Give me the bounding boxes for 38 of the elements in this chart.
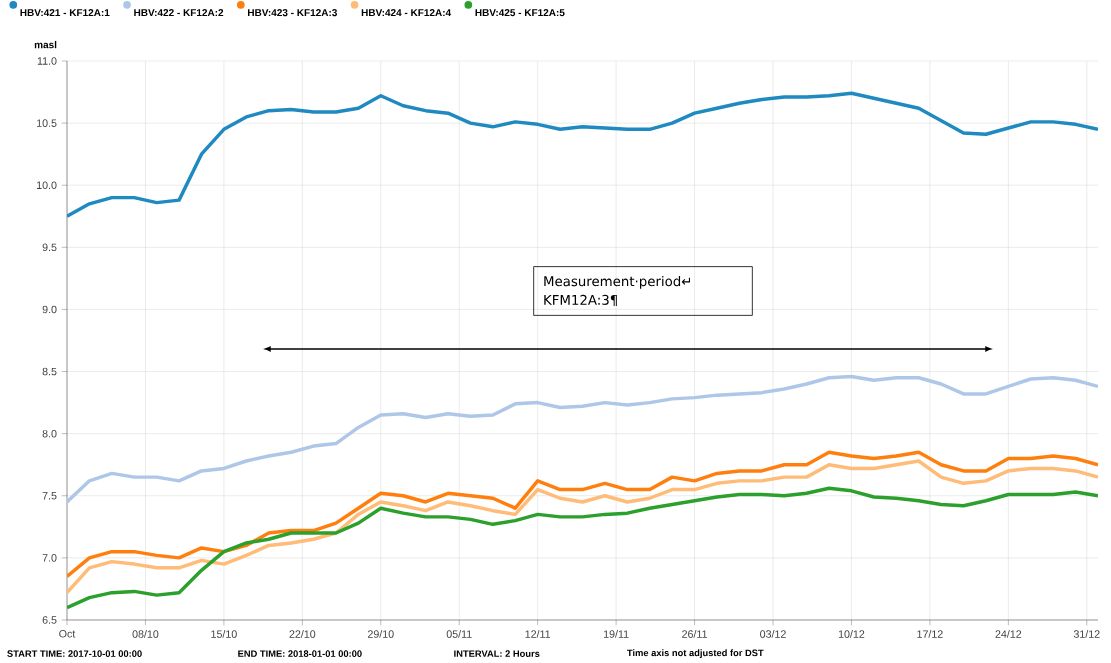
y-tick-label: 11.0: [37, 57, 57, 65]
annotation: Measurement·period↵ KFM12A:3¶: [544, 275, 691, 307]
x-tick-label: 29/10: [367, 630, 394, 638]
text: END TIME: 2018-01-01 00:00: [238, 650, 362, 657]
text: Time axis not adjusted for DST: [627, 649, 764, 659]
y-tick-label: 10.5: [37, 119, 57, 127]
y-tick-label: 8.5: [42, 367, 57, 376]
y-tick-label: 6.5: [42, 616, 57, 624]
x-tick-label: 19/11: [603, 630, 629, 638]
y-tick-label: 9.5: [42, 243, 57, 252]
legend-label: HBV:421 - KF12A:1: [20, 9, 110, 17]
x-tick-label: 31/12: [1073, 630, 1100, 638]
x-tick-label: 22/10: [289, 630, 316, 638]
legend-label: HBV:423 - KF12A:3: [248, 9, 337, 17]
legend-label: HBV:424 - KF12A:4: [361, 9, 452, 17]
legend-label: HBV:422 - KF12A:2: [134, 9, 224, 17]
x-tick-label: 17/12: [917, 630, 943, 638]
line-series: [67, 450, 1098, 579]
y-tick-label: 10.0: [37, 181, 57, 189]
x-tick-label: Oct: [59, 630, 76, 638]
y-tick-label: 7.0: [42, 554, 57, 562]
x-tick-label: 15/10: [211, 630, 237, 638]
line-series: [67, 459, 1098, 595]
y-tick-label: 7.5: [42, 492, 57, 500]
y-tick-label: 8.0: [42, 429, 57, 438]
text: INTERVAL: 2 Hours: [454, 650, 540, 657]
text: START TIME: 2017-10-01 00:00: [7, 650, 142, 657]
y-tick-label: 9.0: [42, 305, 57, 314]
x-tick-label: 24/12: [995, 630, 1022, 638]
legend-label: HBV:425 - KF12A:5: [475, 9, 565, 17]
x-tick-label: 12/11: [525, 630, 551, 638]
x-tick-label: 03/12: [760, 630, 786, 638]
x-tick-label: 05/11: [446, 630, 472, 638]
line-series: [67, 374, 1098, 504]
x-tick-label: 26/11: [682, 630, 707, 638]
x-tick-label: 08/10: [132, 630, 159, 638]
y-axis-title: masl: [34, 40, 57, 49]
x-tick-label: 10/12: [838, 630, 865, 638]
